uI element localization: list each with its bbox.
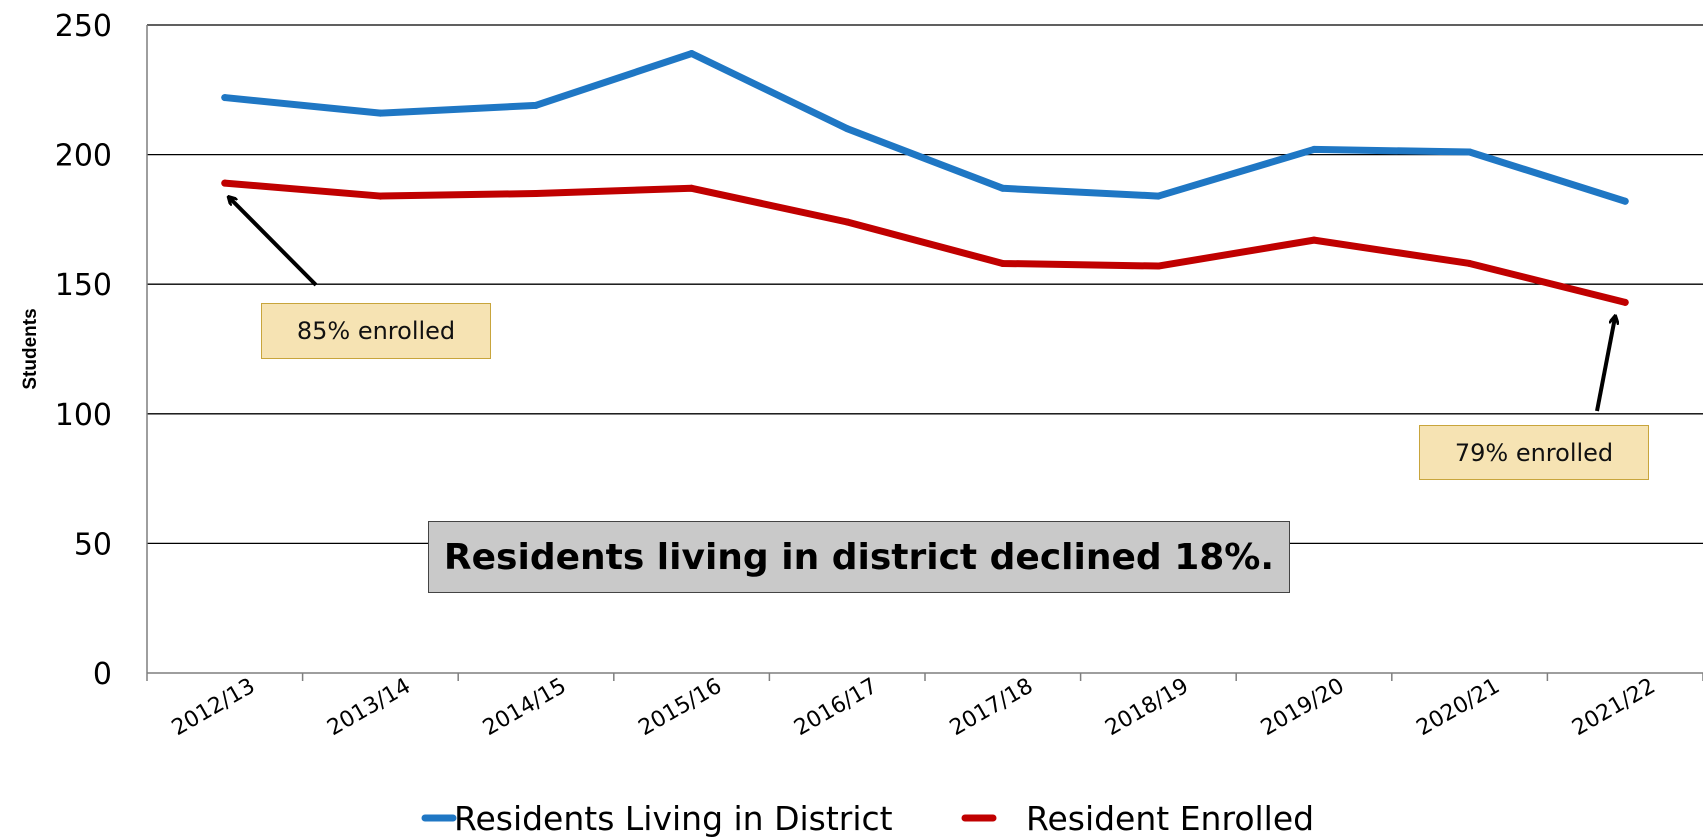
annotation-arrow-left	[229, 197, 318, 287]
annotation-arrow-right	[1595, 316, 1615, 412]
series-1-point	[843, 218, 851, 226]
series-0-point	[221, 94, 229, 102]
legend: Residents Living in District Resident Enr…	[421, 799, 1314, 838]
legend-label-1: Resident Enrolled	[1026, 799, 1314, 838]
y-tick-label: 50	[74, 527, 112, 562]
x-tick-label: 2013/14	[323, 674, 415, 741]
series-1-point	[376, 192, 384, 200]
series-1-point	[1621, 298, 1629, 306]
series-lines	[221, 50, 1629, 306]
series-0-point	[1154, 192, 1162, 200]
series-0-point	[376, 109, 384, 117]
series-0-point	[999, 184, 1007, 192]
x-tick-label: 2020/21	[1413, 674, 1505, 741]
series-0-point	[1621, 197, 1629, 205]
series-line-1	[221, 179, 1629, 306]
axes: 0 50 100 150 200 250 2012/13 2013/14 2014/15 2015…	[55, 9, 1703, 741]
annotation-arrows	[229, 197, 1615, 412]
x-tick-label: 2012/13	[168, 674, 260, 741]
headline-callout: Residents living in district declined 18…	[428, 521, 1290, 593]
series-0-point	[688, 50, 696, 58]
y-tick-label: 150	[55, 268, 112, 303]
series-line-0	[221, 50, 1629, 205]
legend-label-0: Residents Living in District	[454, 799, 893, 838]
y-tick-label: 0	[93, 657, 112, 692]
series-1-point	[688, 184, 696, 192]
series-0-point	[532, 101, 540, 109]
x-tick-label: 2014/15	[479, 674, 571, 741]
annotation-85-enrolled: 85% enrolled	[261, 303, 491, 359]
x-tick-label: 2016/17	[790, 674, 882, 741]
x-tick-label: 2015/16	[635, 674, 727, 741]
y-tick-label: 200	[55, 139, 112, 174]
series-0-point	[843, 125, 851, 133]
x-tick-label: 2018/19	[1101, 674, 1193, 741]
x-tick-label: 2019/20	[1257, 674, 1349, 741]
series-1-point	[532, 189, 540, 197]
x-tick-label: 2017/18	[946, 674, 1038, 741]
series-1-point	[999, 259, 1007, 267]
y-axis-label: Students	[20, 308, 41, 389]
series-1-point	[1154, 262, 1162, 270]
y-tick-label: 100	[55, 398, 112, 433]
series-0-point	[1466, 148, 1474, 156]
series-1-point	[1310, 236, 1318, 244]
series-0-point	[1310, 145, 1318, 153]
series-1-point	[221, 179, 229, 187]
y-tick-label: 250	[55, 9, 112, 44]
x-tick-label: 2021/22	[1568, 674, 1660, 741]
series-1-point	[1466, 259, 1474, 267]
annotation-79-enrolled: 79% enrolled	[1419, 425, 1649, 480]
